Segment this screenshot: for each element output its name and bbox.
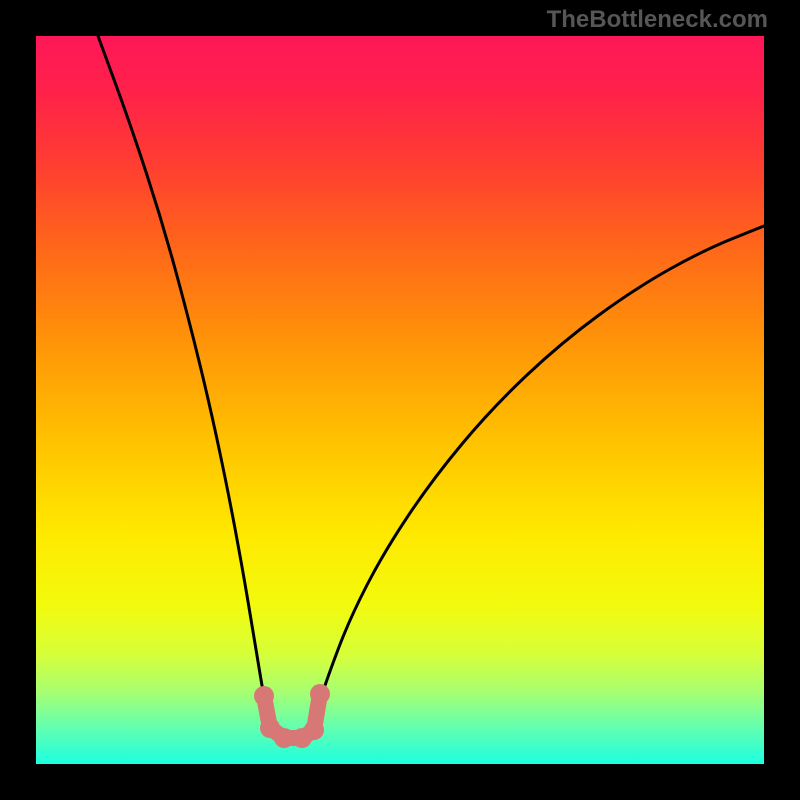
plot-area <box>36 36 764 764</box>
watermark-text: TheBottleneck.com <box>547 6 768 34</box>
chart-figure: TheBottleneck.com <box>0 0 800 800</box>
valley-marker <box>254 686 274 706</box>
valley-marker <box>310 684 330 704</box>
plot-svg <box>36 36 764 764</box>
valley-marker <box>304 720 324 740</box>
gradient-background <box>36 36 764 764</box>
valley-marker <box>274 728 294 748</box>
